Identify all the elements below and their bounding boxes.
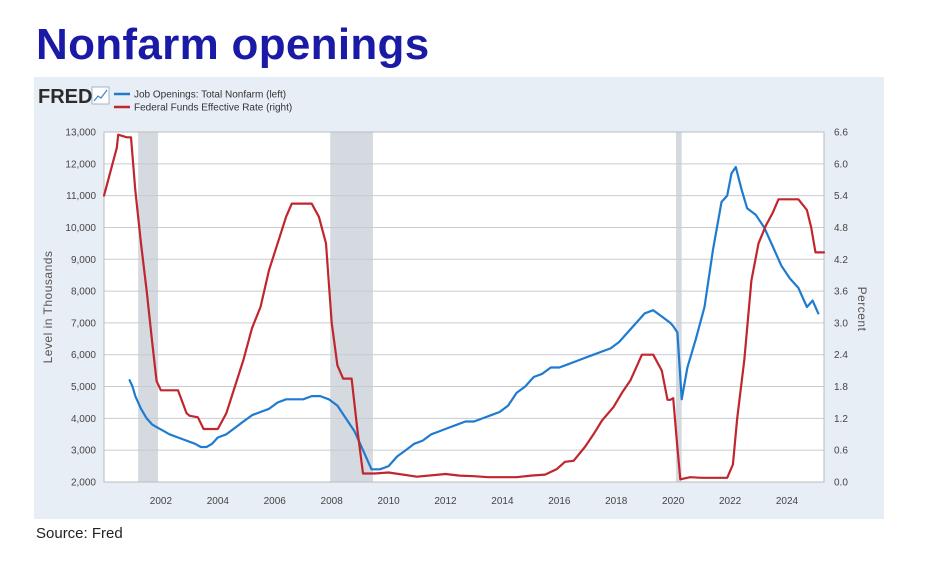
y-tick-label: 9,000 [71, 255, 96, 266]
x-tick-label: 2024 [776, 496, 799, 507]
y-tick-label: 7,000 [71, 318, 96, 329]
recession-band [330, 132, 373, 482]
x-tick-label: 2014 [491, 496, 514, 507]
y2-tick-label: 3.0 [834, 318, 848, 329]
left-axis-ticks: 2,000 3,000 4,000 5,000 6,000 7,000 8,000 9,000… [65, 128, 96, 489]
chart-panel: 2,000 3,000 4,000 5,000 6,000 7,000 8,000 9,000… [34, 77, 884, 519]
y-tick-label: 4,000 [71, 414, 96, 425]
y-tick-label: 8,000 [71, 287, 96, 298]
x-tick-label: 2012 [434, 496, 457, 507]
y2-tick-label: 5.4 [834, 191, 848, 202]
y-tick-label: 12,000 [65, 159, 96, 170]
series-lines [102, 133, 826, 481]
fred-logo-text: FRED [38, 86, 92, 108]
y2-axis-label: Percent [855, 287, 869, 332]
x-tick-label: 2016 [548, 496, 571, 507]
x-tick-label: 2004 [207, 496, 230, 507]
right-axis-ticks: 0.0 0.6 1.2 1.8 2.4 3.0 3.6 4.2 4.8 5.4 6.0 6.6 [834, 128, 848, 489]
y-axis-label: Level in Thousands [41, 251, 55, 364]
x-tick-label: 2008 [321, 496, 344, 507]
y2-tick-label: 3.6 [834, 287, 848, 298]
y2-tick-label: 1.2 [834, 414, 848, 425]
x-axis-ticks: 2002 2004 2006 2008 2010 2012 2014 2016 2018 2020… [150, 496, 799, 507]
series-line-job-openings [128, 165, 820, 471]
x-tick-label: 2022 [719, 496, 742, 507]
y2-tick-label: 4.2 [834, 255, 848, 266]
fred-chart: 2,000 3,000 4,000 5,000 6,000 7,000 8,000 9,000… [38, 86, 869, 507]
source-note: Source: Fred [36, 525, 123, 542]
x-tick-label: 2002 [150, 496, 173, 507]
recession-band [676, 132, 682, 482]
fred-logo: FRED [38, 86, 110, 108]
y-tick-label: 11,000 [66, 191, 96, 202]
x-tick-label: 2006 [264, 496, 287, 507]
x-tick-label: 2010 [377, 496, 400, 507]
y2-tick-label: 2.4 [834, 350, 848, 361]
legend: Job Openings: Total Nonfarm (left) Federa… [114, 90, 292, 114]
line-chart-icon [91, 86, 110, 105]
x-tick-label: 2020 [662, 496, 685, 507]
y2-tick-label: 6.6 [834, 128, 848, 139]
series-line-fed-funds [102, 133, 826, 481]
legend-label: Federal Funds Effective Rate (right) [134, 103, 292, 114]
y2-tick-label: 4.8 [834, 223, 848, 234]
legend-label: Job Openings: Total Nonfarm (left) [134, 90, 286, 101]
y-tick-label: 5,000 [71, 382, 96, 393]
y2-tick-label: 1.8 [834, 382, 848, 393]
y-tick-label: 13,000 [65, 128, 96, 139]
y2-tick-label: 0.0 [834, 478, 848, 489]
y-tick-label: 3,000 [71, 446, 96, 457]
y-tick-label: 2,000 [71, 478, 96, 489]
page-title: Nonfarm openings [36, 20, 430, 69]
plot-border [103, 131, 825, 483]
y2-tick-label: 6.0 [834, 159, 848, 170]
y-tick-label: 10,000 [65, 223, 96, 234]
x-tick-label: 2018 [605, 496, 628, 507]
y-tick-label: 6,000 [71, 350, 96, 361]
y2-tick-label: 0.6 [834, 446, 848, 457]
